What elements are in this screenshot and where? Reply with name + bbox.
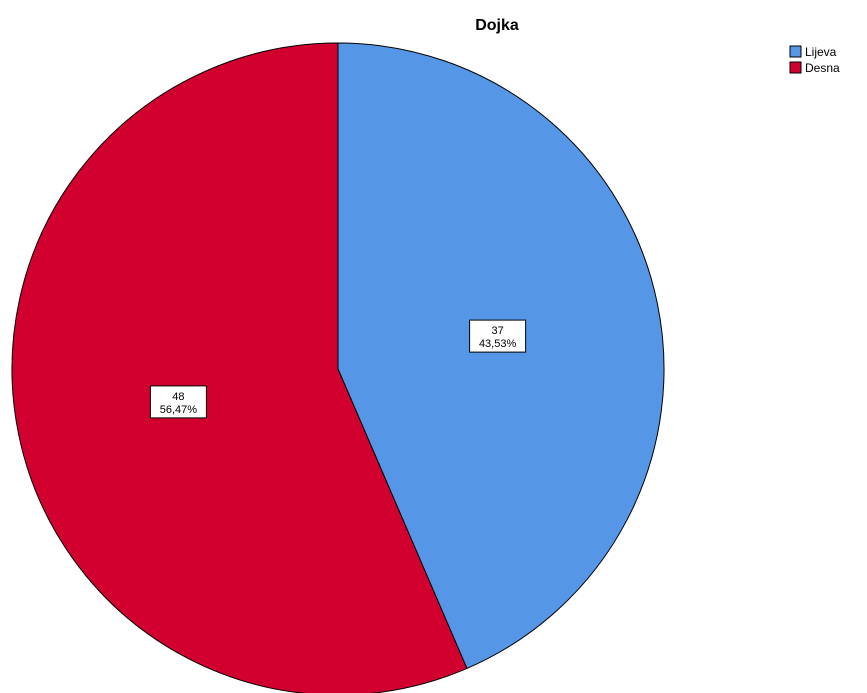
- legend-label: Lijeva: [805, 45, 837, 59]
- data-label-percent: 56,47%: [160, 404, 198, 416]
- pie-slice-lijeva: [337, 42, 665, 670]
- legend-item-desna: Desna: [789, 61, 840, 75]
- legend-label: Desna: [805, 61, 840, 75]
- chart-title: Dojka: [475, 17, 519, 34]
- data-label-percent: 43,53%: [479, 338, 517, 350]
- data-label-box: [469, 319, 527, 353]
- legend: Lijeva Desna: [789, 45, 840, 75]
- legend-item-lijeva: Lijeva: [789, 45, 837, 59]
- data-label-count: 37: [491, 325, 503, 337]
- data-label-count: 48: [172, 391, 184, 403]
- pie-slices: [11, 42, 665, 693]
- legend-swatch: [789, 45, 802, 58]
- legend-swatch: [789, 61, 802, 74]
- data-label-box: [149, 385, 207, 419]
- pie-slice-desna: [11, 42, 468, 693]
